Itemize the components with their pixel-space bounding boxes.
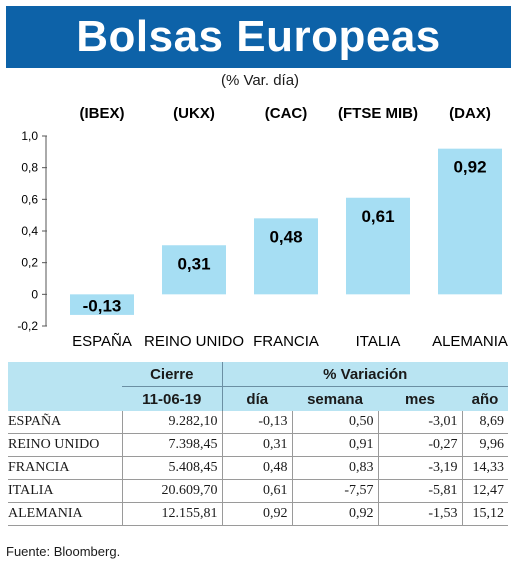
cell-mes: -3,01 <box>378 411 463 434</box>
bar-value-label: 0,48 <box>269 227 302 246</box>
y-tick-label: 0 <box>31 287 38 301</box>
index-label: (DAX) <box>449 105 491 122</box>
bar <box>162 245 226 295</box>
cell-mes: -0,27 <box>378 433 463 457</box>
bar-value-label: -0,13 <box>83 296 122 315</box>
y-tick-label: 0,4 <box>21 224 38 238</box>
table-row: ITALIA 20.609,70 0,61 -7,57 -5,81 12,47 <box>8 479 508 503</box>
cell-ano: 9,96 <box>462 433 508 457</box>
y-tick-label: 0,6 <box>21 192 38 206</box>
bar-value-label: 0,31 <box>177 254 210 273</box>
bar-chart: -0,2 0 0,2 0,4 0,6 0,8 1,0 (IBEX) (UKX) (CAC) (FT… <box>17 105 508 350</box>
index-label: (IBEX) <box>80 105 125 122</box>
table-row: REINO UNIDO 7.398,45 0,31 0,91 -0,27 9,96 <box>8 433 508 457</box>
header-mes: mes <box>378 386 462 411</box>
category-label: FRANCIA <box>253 333 319 350</box>
header-ano: año <box>462 386 508 411</box>
category-label: REINO UNIDO <box>144 333 244 350</box>
cell-dia: -0,13 <box>222 411 293 434</box>
cell-cierre: 7.398,45 <box>122 433 223 457</box>
source-note: Fuente: Bloomberg. <box>6 544 121 559</box>
cell-dia: 0,31 <box>222 433 293 457</box>
chart-subtitle: (% Var. día) <box>220 72 300 89</box>
cell-dia: 0,92 <box>222 502 293 526</box>
cell-semana: 0,92 <box>292 502 379 526</box>
table-row: ALEMANIA 12.155,81 0,92 0,92 -1,53 15,12 <box>8 502 508 526</box>
header-blank <box>8 362 122 387</box>
cell-semana: 0,83 <box>292 456 379 480</box>
y-tick-label: -0,2 <box>17 319 38 333</box>
cell-country: REINO UNIDO <box>8 433 123 457</box>
bar <box>254 218 318 295</box>
market-table: Cierre % Variación 11-06-19 día semana m… <box>8 362 508 526</box>
bar <box>438 148 502 295</box>
cell-mes: -3,19 <box>378 456 463 480</box>
cell-cierre: 9.282,10 <box>122 411 223 434</box>
bar <box>346 197 410 295</box>
cell-dia: 0,48 <box>222 456 293 480</box>
header-semana: semana <box>292 386 378 411</box>
cell-country: FRANCIA <box>8 456 123 480</box>
cell-cierre: 5.408,45 <box>122 456 223 480</box>
bar-value-label: 0,92 <box>453 158 486 177</box>
bar <box>70 294 134 315</box>
cell-ano: 8,69 <box>462 411 508 434</box>
category-label: ITALIA <box>356 333 401 350</box>
cell-semana: 0,91 <box>292 433 379 457</box>
cell-semana: 0,50 <box>292 411 379 434</box>
category-label: ESPAÑA <box>72 333 132 350</box>
table-row: FRANCIA 5.408,45 0,48 0,83 -3,19 14,33 <box>8 456 508 480</box>
y-tick-label: 0,8 <box>21 161 38 175</box>
title-banner: Bolsas Europeas <box>6 6 511 68</box>
index-label: (UKX) <box>173 105 215 122</box>
cell-ano: 12,47 <box>462 479 508 503</box>
cell-country: ALEMANIA <box>8 502 123 526</box>
cell-country: ESPAÑA <box>8 411 123 434</box>
header-blank-2 <box>8 386 122 411</box>
cell-cierre: 20.609,70 <box>122 479 223 503</box>
y-tick-label: 1,0 <box>21 129 38 143</box>
index-label: (FTSE MIB) <box>338 105 418 122</box>
table-row: ESPAÑA 9.282,10 -0,13 0,50 -3,01 8,69 <box>8 411 508 434</box>
header-variacion: % Variación <box>221 362 508 387</box>
index-label: (CAC) <box>265 105 308 122</box>
cell-country: ITALIA <box>8 479 123 503</box>
cell-mes: -1,53 <box>378 502 463 526</box>
bar-value-label: 0,61 <box>361 207 394 226</box>
cell-semana: -7,57 <box>292 479 379 503</box>
cell-cierre: 12.155,81 <box>122 502 223 526</box>
cell-ano: 15,12 <box>462 502 508 526</box>
header-date: 11-06-19 <box>122 386 222 411</box>
cell-mes: -5,81 <box>378 479 463 503</box>
cell-dia: 0,61 <box>222 479 293 503</box>
header-dia: día <box>221 386 292 411</box>
header-cierre: Cierre <box>122 362 222 387</box>
category-label: ALEMANIA <box>432 333 508 350</box>
chart-title: Bolsas Europeas <box>76 12 441 61</box>
y-tick-label: 0,2 <box>21 256 38 270</box>
cell-ano: 14,33 <box>462 456 508 480</box>
